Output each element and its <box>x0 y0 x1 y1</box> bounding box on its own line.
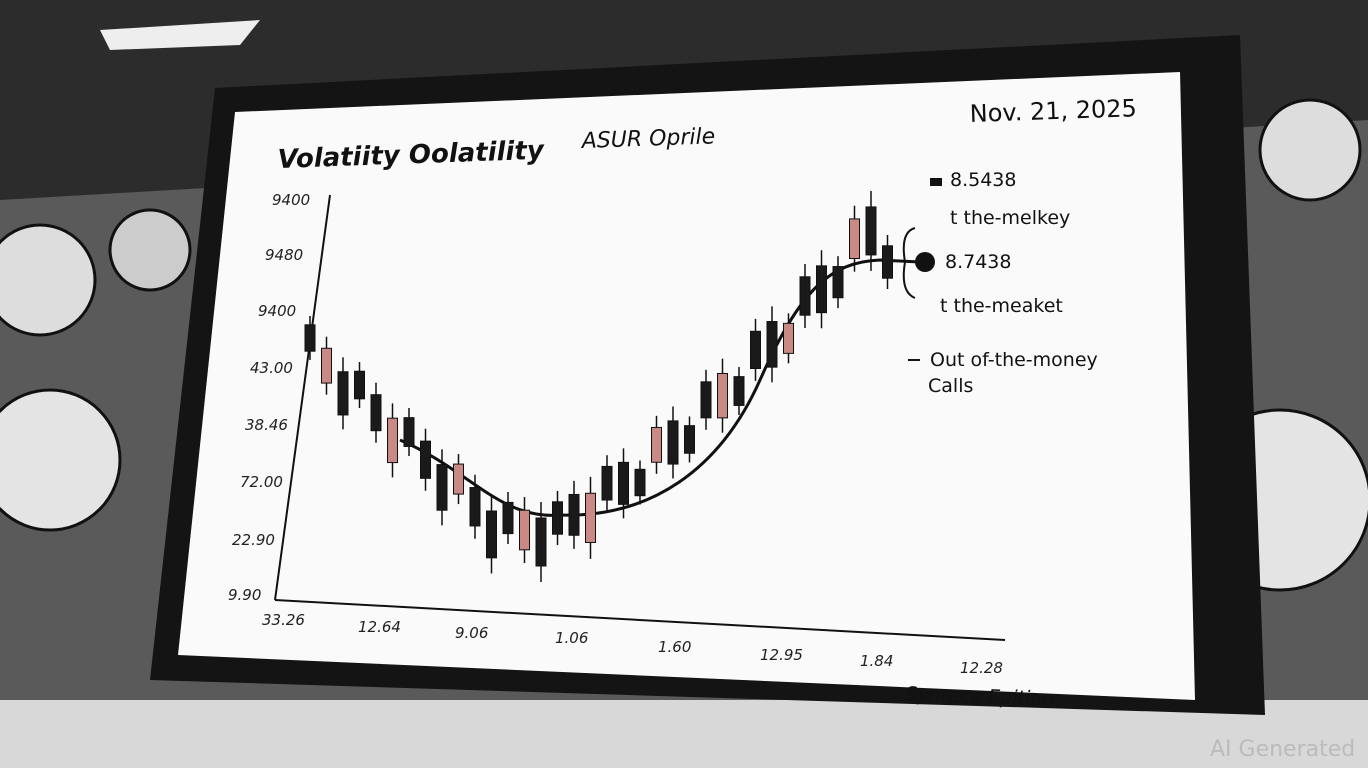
annotation: Out of-the-money <box>930 349 1098 371</box>
x-tick-label: 12.95 <box>760 646 803 664</box>
candle-body <box>766 321 778 368</box>
candle-body <box>684 425 695 454</box>
candle-body <box>816 265 827 314</box>
x-tick-label: 33.26 <box>262 611 305 629</box>
candles <box>304 190 893 582</box>
candle-body <box>420 440 431 479</box>
candle-body <box>750 330 761 370</box>
candle-body <box>585 492 596 543</box>
candle-body <box>634 468 646 497</box>
x-tick-label: 9.06 <box>455 624 488 642</box>
annotation: t the-melkey <box>950 207 1070 229</box>
y-tick-label: 9.90 <box>228 586 261 604</box>
annotation: 8.7438 <box>945 251 1011 273</box>
candle-body <box>486 510 497 559</box>
y-tick-label: 9400 <box>258 302 296 320</box>
candle-body <box>651 426 662 463</box>
candle-body <box>370 394 382 432</box>
x-tick-label: 1.06 <box>555 629 588 647</box>
candle-body <box>502 501 514 535</box>
candle-body <box>321 347 332 384</box>
candle-body <box>783 322 794 354</box>
y-tick-label: 22.90 <box>232 531 275 549</box>
y-tick-label: 72.00 <box>240 473 283 491</box>
annotation: Calls <box>928 375 973 397</box>
watermark: AI Generated <box>1210 737 1355 762</box>
candle-body <box>403 417 415 447</box>
x-tick-label: 1.60 <box>658 638 691 656</box>
y-tick-label: 9400 <box>272 191 310 209</box>
annotation: 8.5438 <box>950 169 1016 191</box>
screen <box>178 72 1195 700</box>
person <box>0 223 97 337</box>
candle-body <box>552 501 563 535</box>
candle-body <box>436 464 448 511</box>
y-tick-label: 38.46 <box>245 416 288 434</box>
y-tick-label: 9480 <box>265 246 303 264</box>
date: Nov. 21, 2025 <box>969 94 1137 128</box>
candle-body <box>387 417 398 464</box>
subtitle: ASUR Oprile <box>579 124 715 154</box>
person <box>1258 98 1362 202</box>
candle-body <box>601 465 613 501</box>
ceiling-light <box>100 20 260 50</box>
candle-body <box>469 487 481 527</box>
x-tick-label: 12.28 <box>960 659 1003 677</box>
x-tick-label: 1.84 <box>860 652 893 670</box>
annotation: t the-meaket <box>940 295 1063 317</box>
candle-body <box>865 206 877 256</box>
x-axis <box>274 599 1006 641</box>
candle-body <box>799 276 811 316</box>
person <box>0 388 122 532</box>
candle-body <box>337 371 349 416</box>
y-axis <box>274 194 331 601</box>
candle-body <box>304 324 316 352</box>
candle-body <box>618 461 629 505</box>
candle-body <box>354 370 365 400</box>
candle-body <box>568 493 580 536</box>
point-marker <box>915 252 935 272</box>
candle-body <box>667 420 679 465</box>
candle-body <box>700 381 712 419</box>
footer: Synrace Epition <box>905 683 1054 710</box>
bracket <box>902 227 916 299</box>
candle-body <box>519 509 530 551</box>
bullet <box>930 178 942 186</box>
candle-body <box>832 266 844 299</box>
candle-body <box>849 218 860 259</box>
candle-body <box>717 372 728 419</box>
desk <box>0 700 1368 768</box>
candle-body <box>453 463 464 495</box>
x-tick-label: 12.64 <box>358 618 401 636</box>
person <box>108 208 192 292</box>
candle-body <box>733 376 745 406</box>
candle-body <box>882 245 893 279</box>
candle-body <box>535 517 547 567</box>
y-tick-label: 43.00 <box>250 359 293 377</box>
